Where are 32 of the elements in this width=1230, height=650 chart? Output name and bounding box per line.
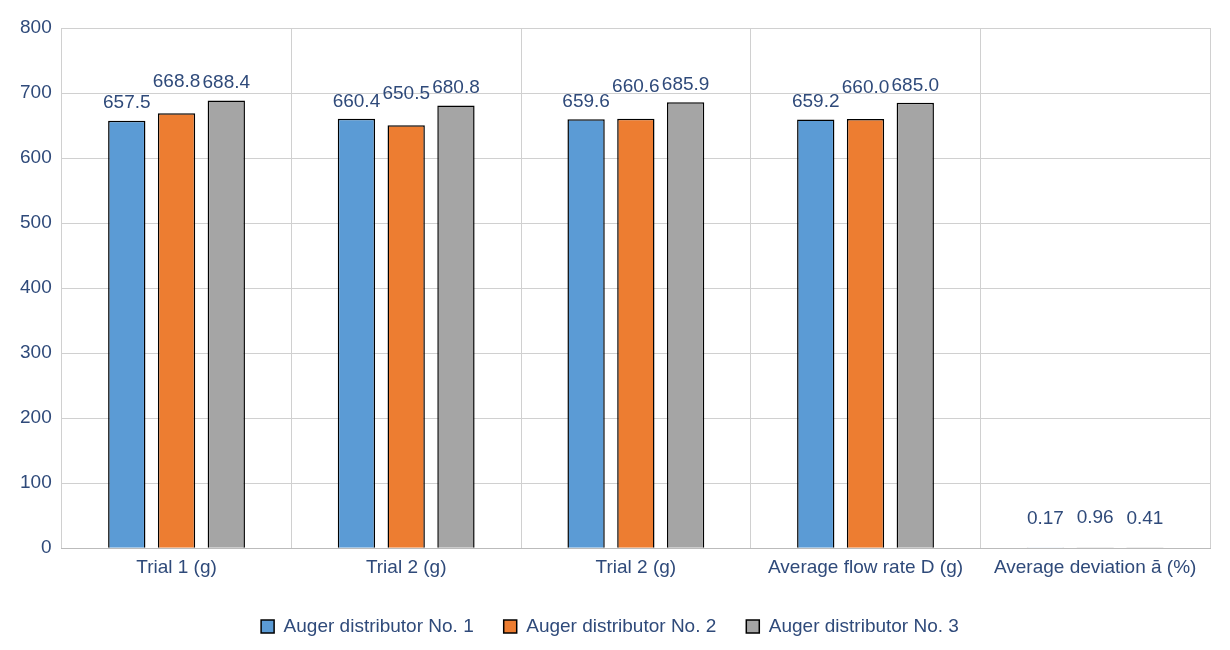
y-tick-label: 600 [20, 146, 52, 168]
data-label: 0.41 [1126, 506, 1164, 528]
y-tick-label: 700 [20, 81, 52, 103]
data-label: 657.5 [103, 91, 151, 113]
data-label: 659.2 [791, 90, 840, 112]
data-label: 660.0 [841, 75, 890, 97]
x-tick-label: Trial 1 (g) [136, 555, 217, 577]
data-label: 680.8 [432, 76, 480, 98]
x-tick-label: Average deviation ā (%) [993, 555, 1197, 577]
x-tick-label: Trial 2 (g) [595, 555, 677, 577]
data-label: 659.6 [562, 90, 610, 112]
data-label: 660.4 [332, 89, 381, 111]
y-tick-label: 300 [20, 341, 52, 363]
y-tick-label: 0 [41, 536, 52, 558]
data-label: 650.5 [382, 81, 430, 103]
y-tick-label: 100 [20, 471, 52, 493]
data-label: 685.0 [891, 73, 940, 95]
data-label: 668.8 [152, 70, 201, 92]
y-tick-label: 500 [20, 211, 52, 233]
data-label: 660.6 [612, 75, 660, 97]
y-tick-label: 200 [20, 406, 52, 428]
y-tick-label: 800 [20, 16, 52, 38]
legend-label: Auger distributor No. 3 [768, 614, 959, 636]
legend-label: Auger distributor No. 1 [283, 614, 474, 636]
data-label: 688.4 [202, 71, 251, 93]
data-label: 685.9 [661, 72, 710, 94]
data-label: 0.17 [1026, 506, 1064, 528]
x-tick-label: Trial 2 (g) [365, 555, 447, 577]
x-tick-label: Average flow rate D (g) [768, 555, 964, 577]
y-tick-label: 400 [20, 276, 52, 298]
legend-label: Auger distributor No. 2 [526, 614, 717, 636]
data-label: 0.96 [1076, 506, 1114, 528]
